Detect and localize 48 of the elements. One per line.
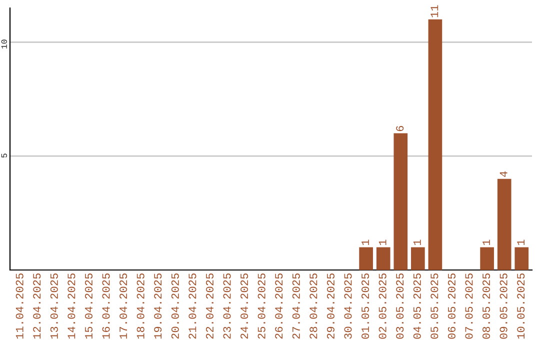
x-tick-label: 30.04.2025 xyxy=(344,273,352,339)
bar xyxy=(376,247,390,270)
bar xyxy=(480,247,494,270)
bar xyxy=(394,133,408,270)
x-tick-label: 13.04.2025 xyxy=(50,273,58,339)
x-tick-label: 05.05.2025 xyxy=(430,273,438,339)
x-tick-label: 19.04.2025 xyxy=(154,273,162,339)
data-label: 6 xyxy=(396,126,404,132)
x-tick-label: 17.04.2025 xyxy=(120,273,128,339)
x-tick-label: 10.05.2025 xyxy=(517,273,525,339)
x-tick-label: 20.04.2025 xyxy=(171,273,179,339)
bar xyxy=(359,247,373,270)
x-tick-label: 12.04.2025 xyxy=(33,273,41,339)
data-label: 1 xyxy=(413,240,421,246)
y-tick-label: 5 xyxy=(1,154,7,158)
bar xyxy=(497,178,512,270)
x-tick-label: 21.04.2025 xyxy=(188,273,196,339)
x-tick-label: 02.05.2025 xyxy=(378,273,386,339)
data-label: 1 xyxy=(362,240,369,246)
x-tick-label: 24.04.2025 xyxy=(240,273,248,339)
data-label: 4 xyxy=(500,171,508,177)
bar xyxy=(428,19,442,270)
x-tick-label: 04.05.2025 xyxy=(413,273,421,339)
x-tick-label: 18.04.2025 xyxy=(136,273,144,339)
x-tick-label: 01.05.2025 xyxy=(362,273,370,339)
x-tick-label: 15.04.2025 xyxy=(84,273,92,339)
x-tick-label: 29.04.2025 xyxy=(326,273,334,339)
x-tick-label: 06.05.2025 xyxy=(448,273,456,339)
x-tick-label: 25.04.2025 xyxy=(258,273,266,339)
x-tick-label: 07.05.2025 xyxy=(465,273,473,339)
y-tick-label: 10 xyxy=(1,40,7,49)
x-tick-label: 09.05.2025 xyxy=(500,273,508,339)
data-label: 11 xyxy=(430,5,438,18)
x-tick-label: 23.04.2025 xyxy=(223,273,231,339)
x-tick-label: 14.04.2025 xyxy=(68,273,76,339)
data-label: 1 xyxy=(378,240,386,246)
x-tick-label: 22.04.2025 xyxy=(206,273,214,339)
x-tick-label: 28.04.2025 xyxy=(310,273,318,339)
bar xyxy=(411,247,425,270)
x-tick-label: 03.05.2025 xyxy=(396,273,404,339)
data-label: 1 xyxy=(517,240,524,246)
x-tick-label: 11.04.2025 xyxy=(16,273,24,339)
x-tick-label: 16.04.2025 xyxy=(102,273,110,339)
data-label: 1 xyxy=(482,240,490,246)
bar xyxy=(514,247,529,270)
x-tick-label: 26.04.2025 xyxy=(275,273,283,339)
x-tick-label: 27.04.2025 xyxy=(292,273,300,339)
x-tick-label: 08.05.2025 xyxy=(482,273,490,339)
